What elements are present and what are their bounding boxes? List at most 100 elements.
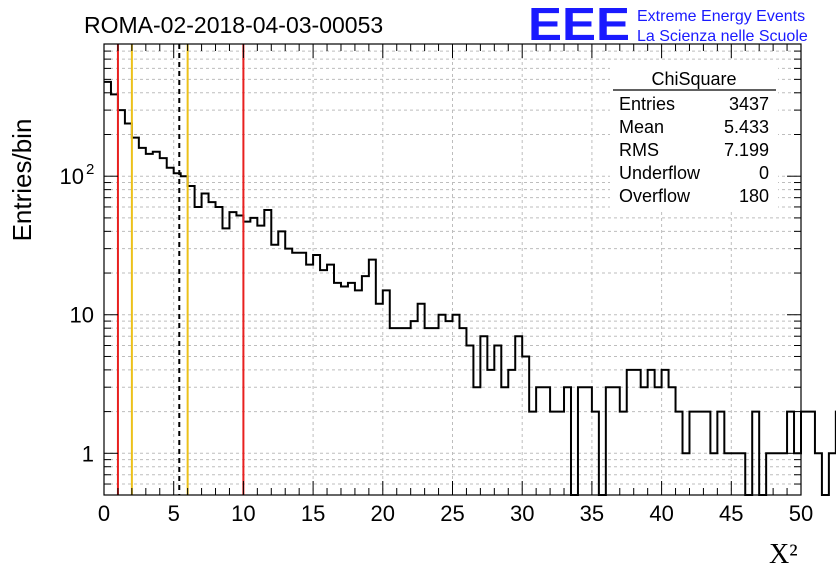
histogram-bin — [439, 315, 446, 495]
histogram-bin — [829, 453, 836, 495]
histogram-bin — [104, 82, 111, 495]
histogram-bin — [627, 370, 634, 495]
stats-value-rms: 7.199 — [724, 140, 769, 160]
histogram-bin — [132, 138, 139, 495]
logo-line-2: La Scienza nelle Scuole — [637, 28, 808, 45]
stats-value-mean: 5.433 — [724, 117, 769, 137]
histogram-bin — [634, 370, 641, 495]
histogram-bin — [508, 370, 515, 495]
x-tick-label: 35 — [580, 501, 604, 526]
stats-label-rms: RMS — [619, 140, 659, 160]
x-axis-title: X² — [769, 539, 798, 570]
stats-label-mean: Mean — [619, 117, 664, 137]
histogram-bin — [655, 387, 662, 495]
histogram-bin — [815, 453, 822, 495]
chart-title: ROMA-02-2018-04-03-00053 — [84, 12, 383, 38]
histogram-bin — [306, 265, 313, 495]
histogram-bin — [222, 228, 229, 495]
histogram-bin — [320, 270, 327, 495]
histogram-bin — [648, 370, 655, 495]
x-tick-label: 20 — [371, 501, 395, 526]
histogram-bin — [216, 207, 223, 495]
histogram-bin — [167, 168, 174, 495]
histogram-bin — [188, 186, 195, 495]
x-tick-label: 15 — [301, 501, 325, 526]
histogram-bin — [466, 345, 473, 495]
histogram-bin — [264, 210, 271, 495]
histogram-bin — [118, 110, 125, 495]
eee-logo: EEE — [528, 0, 630, 50]
histogram-bin — [202, 194, 209, 495]
histogram-bin — [257, 226, 264, 495]
histogram-bin — [285, 249, 292, 495]
histogram-bin — [515, 336, 522, 495]
x-tick-label: 40 — [649, 501, 673, 526]
grid-lines — [104, 44, 801, 495]
x-tick-label: 5 — [168, 501, 180, 526]
histogram-bin — [487, 370, 494, 495]
histogram-bin — [160, 158, 167, 495]
histogram-bin — [209, 202, 216, 495]
y-tick-label: 10 — [60, 164, 84, 189]
histogram-bin — [313, 255, 320, 495]
stats-box: ChiSquare Entries 3437 Mean 5.433 RMS 7.… — [610, 62, 778, 212]
histogram-bin — [146, 154, 153, 495]
x-tick-label: 45 — [719, 501, 743, 526]
histogram-bin — [292, 253, 299, 495]
x-tick-label: 25 — [440, 501, 464, 526]
stats-label-underflow: Underflow — [619, 163, 701, 183]
histogram-bin — [536, 387, 543, 495]
y-axis-title: Entries/bin — [7, 119, 37, 242]
histogram-bin — [543, 387, 550, 495]
histogram-bin — [564, 387, 571, 495]
stats-value-underflow: 0 — [759, 163, 769, 183]
histogram-bin — [613, 387, 620, 495]
histogram-bin — [606, 387, 613, 495]
histogram-bin — [299, 253, 306, 495]
x-tick-label: 10 — [231, 501, 255, 526]
histogram-bin — [111, 94, 118, 495]
histogram-bin — [243, 222, 250, 495]
y-tick-label: 10 — [70, 303, 94, 328]
histogram-bin — [501, 387, 508, 495]
histogram-bin — [578, 387, 585, 495]
histogram-bin — [278, 231, 285, 495]
histogram-bin — [801, 412, 808, 495]
histogram-bin — [181, 176, 188, 495]
histogram-bin — [195, 207, 202, 495]
histogram-bin — [662, 370, 669, 495]
histogram-bin — [362, 276, 369, 495]
y-tick-exponent: 2 — [86, 161, 94, 178]
logo-line-1: Extreme Energy Events — [637, 8, 805, 25]
stats-value-overflow: 180 — [739, 186, 769, 206]
stats-label-overflow: Overflow — [619, 186, 691, 206]
stats-value-entries: 3437 — [729, 94, 769, 114]
histogram-bin — [473, 387, 480, 495]
reference-lines — [116, 44, 245, 495]
histogram-bin — [808, 412, 815, 495]
stats-title: ChiSquare — [651, 69, 736, 89]
histogram-bin — [480, 336, 487, 495]
stats-label-entries: Entries — [619, 94, 675, 114]
x-tick-label: 0 — [98, 501, 110, 526]
histogram-bin — [229, 212, 236, 495]
histogram-bin — [669, 387, 676, 495]
histogram-bin — [494, 345, 501, 495]
histogram-bin — [522, 356, 529, 495]
histogram-bin — [153, 152, 160, 495]
histogram-bin — [341, 286, 348, 495]
x-tick-label: 50 — [789, 501, 813, 526]
axis-ticks — [103, 43, 802, 496]
histogram-bin — [446, 321, 453, 495]
histogram-bin — [641, 387, 648, 495]
histogram-bin — [327, 265, 334, 495]
x-tick-label: 30 — [510, 501, 534, 526]
histogram-bin — [585, 387, 592, 495]
stats-box-background — [610, 62, 778, 212]
histogram-bin — [125, 124, 132, 495]
y-tick-label: 1 — [82, 441, 94, 466]
histogram-bin — [453, 315, 460, 495]
histogram-bin — [411, 321, 418, 495]
